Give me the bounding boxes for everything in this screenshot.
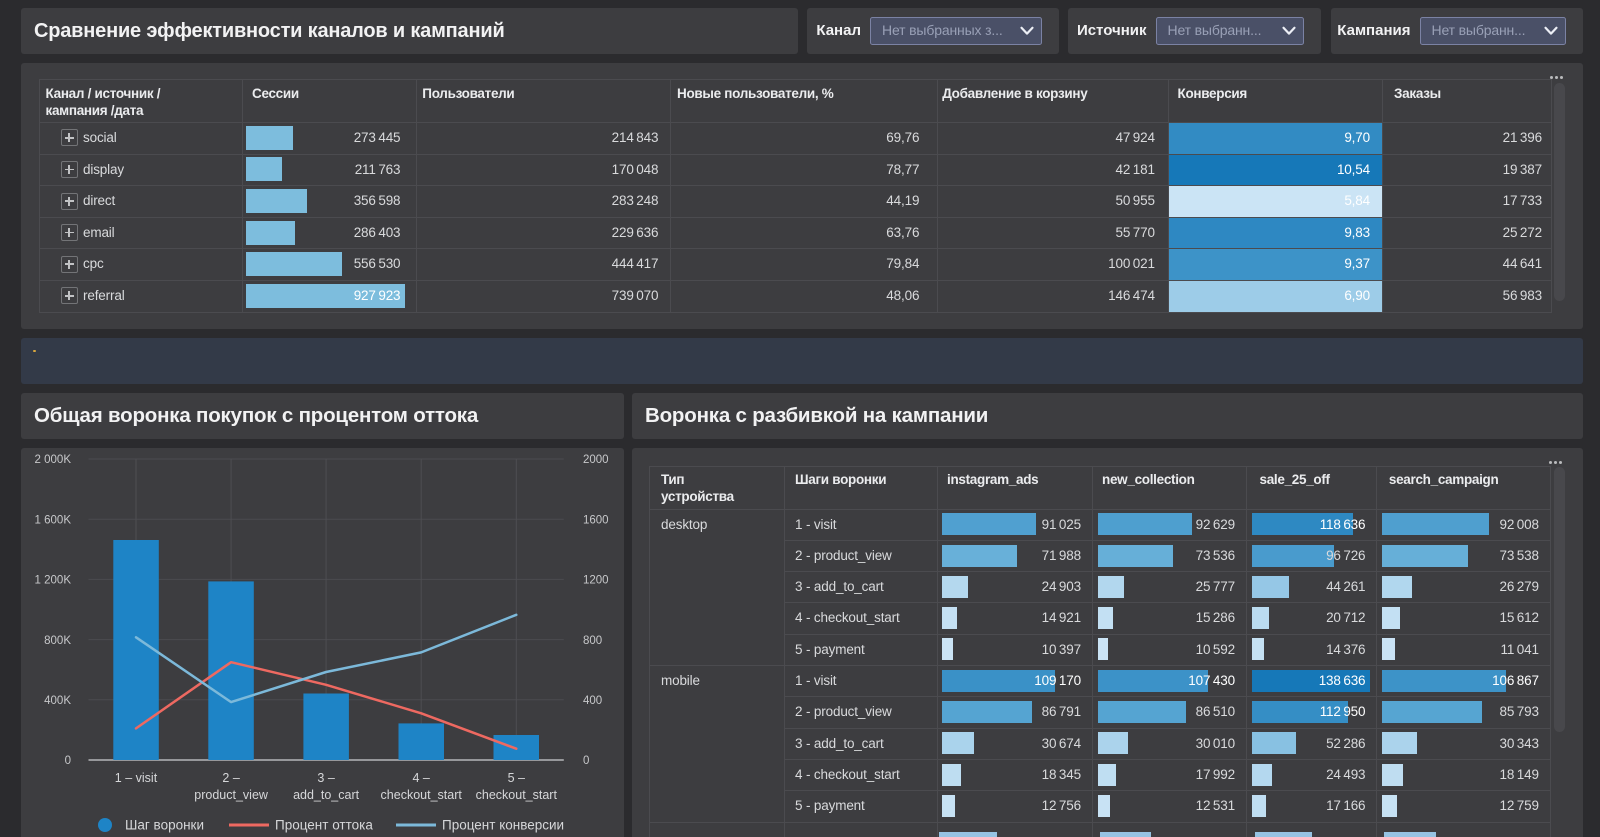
svg-text:400: 400 — [583, 695, 602, 707]
svg-text:0: 0 — [583, 755, 589, 767]
svg-text:800: 800 — [583, 635, 602, 647]
svg-text:0: 0 — [65, 755, 71, 767]
svg-text:1200: 1200 — [583, 575, 609, 587]
svg-text:800K: 800K — [44, 635, 71, 647]
svg-text:checkout_start: checkout_start — [476, 788, 558, 802]
svg-text:1 200K: 1 200K — [35, 575, 72, 587]
svg-text:2 000K: 2 000K — [35, 454, 72, 466]
svg-text:Процент конверсии: Процент конверсии — [442, 818, 564, 833]
svg-text:4 –: 4 – — [413, 771, 430, 785]
svg-text:3 –: 3 – — [317, 771, 334, 785]
svg-text:2000: 2000 — [583, 454, 609, 466]
svg-text:2 –: 2 – — [222, 771, 239, 785]
svg-text:5 –: 5 – — [508, 771, 525, 785]
svg-text:1 600K: 1 600K — [35, 514, 72, 526]
svg-text:Процент оттока: Процент оттока — [275, 818, 373, 833]
svg-text:1600: 1600 — [583, 514, 609, 526]
svg-text:400K: 400K — [44, 695, 71, 707]
svg-text:add_to_cart: add_to_cart — [293, 788, 360, 802]
svg-text:1 – visit: 1 – visit — [115, 771, 158, 785]
svg-text:product_view: product_view — [194, 788, 269, 802]
svg-text:Шаг воронки: Шаг воронки — [125, 818, 204, 833]
svg-text:checkout_start: checkout_start — [381, 788, 463, 802]
